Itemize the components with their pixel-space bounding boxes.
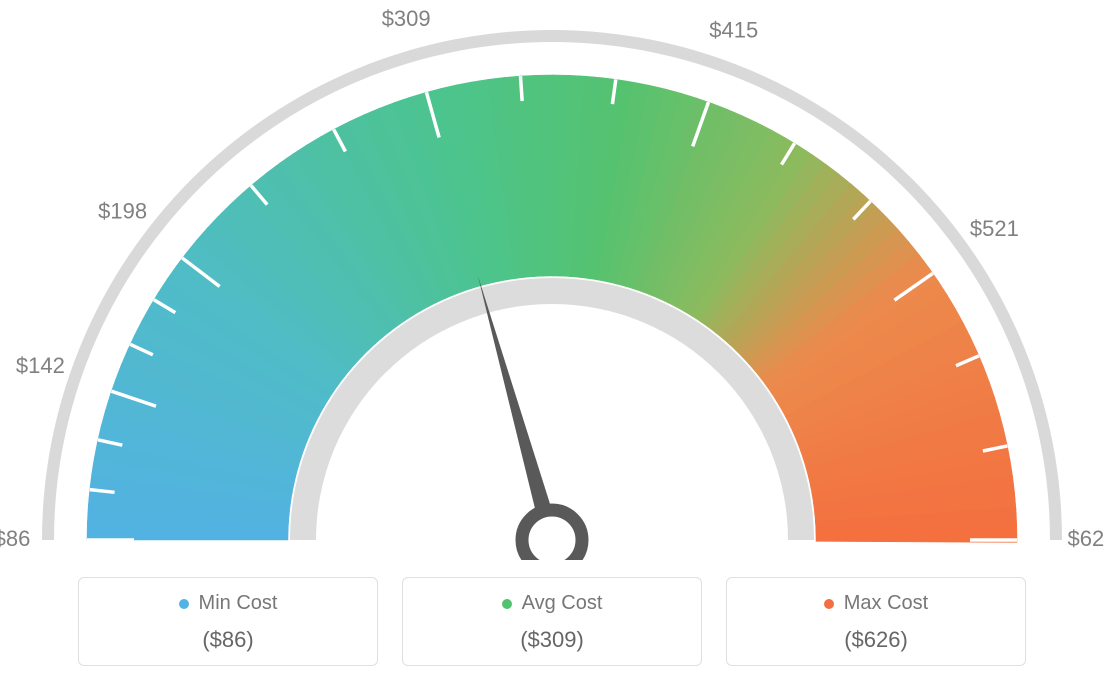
legend-title-avg: Avg Cost bbox=[522, 592, 603, 615]
gauge-svg: $86 $142 $198 $309 $415 $521 $626 bbox=[0, 0, 1104, 560]
legend-value-max: ($626) bbox=[727, 627, 1025, 653]
gauge-tick-label: $198 bbox=[98, 198, 147, 223]
legend-dot-max bbox=[824, 599, 834, 609]
gauge-color-arc bbox=[87, 75, 1017, 542]
gauge-tick-label: $142 bbox=[16, 353, 65, 378]
legend-card-min: Min Cost ($86) bbox=[78, 577, 378, 666]
gauge-tick-label: $521 bbox=[970, 216, 1019, 241]
legend-dot-avg bbox=[502, 599, 512, 609]
legend-title-max: Max Cost bbox=[844, 592, 928, 615]
legend-value-avg: ($309) bbox=[403, 627, 701, 653]
legend-title-min: Min Cost bbox=[199, 592, 278, 615]
legend-card-max: Max Cost ($626) bbox=[726, 577, 1026, 666]
gauge-tick-label: $86 bbox=[0, 526, 30, 551]
gauge-needle bbox=[478, 275, 561, 542]
gauge-tick-label: $626 bbox=[1068, 526, 1104, 551]
gauge-tick-label: $309 bbox=[382, 6, 431, 31]
legend-dot-min bbox=[179, 599, 189, 609]
legend-row: Min Cost ($86) Avg Cost ($309) Max Cost … bbox=[0, 577, 1104, 666]
gauge-needle-hub bbox=[522, 510, 582, 560]
cost-gauge-chart: $86 $142 $198 $309 $415 $521 $626 Min Cost ($8… bbox=[0, 0, 1104, 690]
legend-card-avg: Avg Cost ($309) bbox=[402, 577, 702, 666]
legend-value-min: ($86) bbox=[79, 627, 377, 653]
gauge-tick-label: $415 bbox=[709, 17, 758, 42]
